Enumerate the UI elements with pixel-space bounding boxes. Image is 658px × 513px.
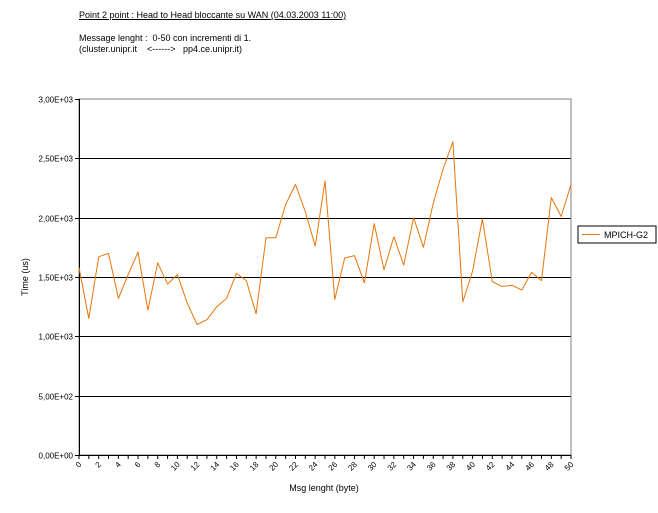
y-tick-label: 1,50E+03 <box>39 274 74 283</box>
x-tick-label: 24 <box>307 460 320 473</box>
x-tick-label: 10 <box>169 460 182 473</box>
y-axis-label: Time (us) <box>20 258 30 296</box>
x-tick-label: 16 <box>228 460 241 473</box>
x-tick-label: 42 <box>484 460 497 473</box>
x-tick-label: 48 <box>543 460 556 473</box>
chart-subtitle-line-2: (cluster.unipr.it <------> pp4.ce.unipr.… <box>79 44 243 54</box>
y-tick-label: 1,00E+03 <box>39 333 74 342</box>
y-tick-label: 0,00E+00 <box>39 452 74 461</box>
x-tick-label: 18 <box>248 460 261 473</box>
x-tick-label: 6 <box>133 460 143 470</box>
x-tick-label: 20 <box>268 460 281 473</box>
y-tick-label: 5,00E+02 <box>39 393 74 402</box>
x-tick-label: 12 <box>189 460 202 473</box>
x-tick-label: 0 <box>74 460 84 470</box>
x-tick-label: 14 <box>209 460 222 473</box>
x-tick-label: 4 <box>113 460 123 470</box>
x-tick-label: 44 <box>504 460 517 473</box>
chart-title: Point 2 point : Head to Head bloccante s… <box>79 10 347 20</box>
x-tick-label: 32 <box>386 460 399 473</box>
x-axis-label: Msg lenght (byte) <box>289 483 359 493</box>
y-tick-label: 2,50E+03 <box>39 155 74 164</box>
x-tick-label: 30 <box>366 460 379 473</box>
x-tick-label: 50 <box>563 460 576 473</box>
series-line-mpich-g2 <box>78 141 572 325</box>
x-tick-label: 2 <box>94 460 104 470</box>
x-tick-label: 26 <box>327 460 340 473</box>
x-tick-label: 28 <box>346 460 359 473</box>
x-tick-label: 8 <box>153 460 163 470</box>
legend-box <box>577 225 657 244</box>
chart-subtitle-line-1: Message lenght : 0-50 con incrementi di … <box>79 33 252 43</box>
x-tick-label: 34 <box>405 460 418 473</box>
x-tick-label: 38 <box>445 460 458 473</box>
legend: MPICH-G2 <box>577 225 657 244</box>
y-tick-label: 3,00E+03 <box>39 96 74 105</box>
x-tick-label: 46 <box>523 460 536 473</box>
x-tick-label: 36 <box>425 460 438 473</box>
x-tick-label: 22 <box>287 460 300 473</box>
x-tick-label: 40 <box>464 460 477 473</box>
legend-label-mpich-g2: MPICH-G2 <box>604 230 648 240</box>
y-tick-label: 2,00E+03 <box>39 215 74 224</box>
